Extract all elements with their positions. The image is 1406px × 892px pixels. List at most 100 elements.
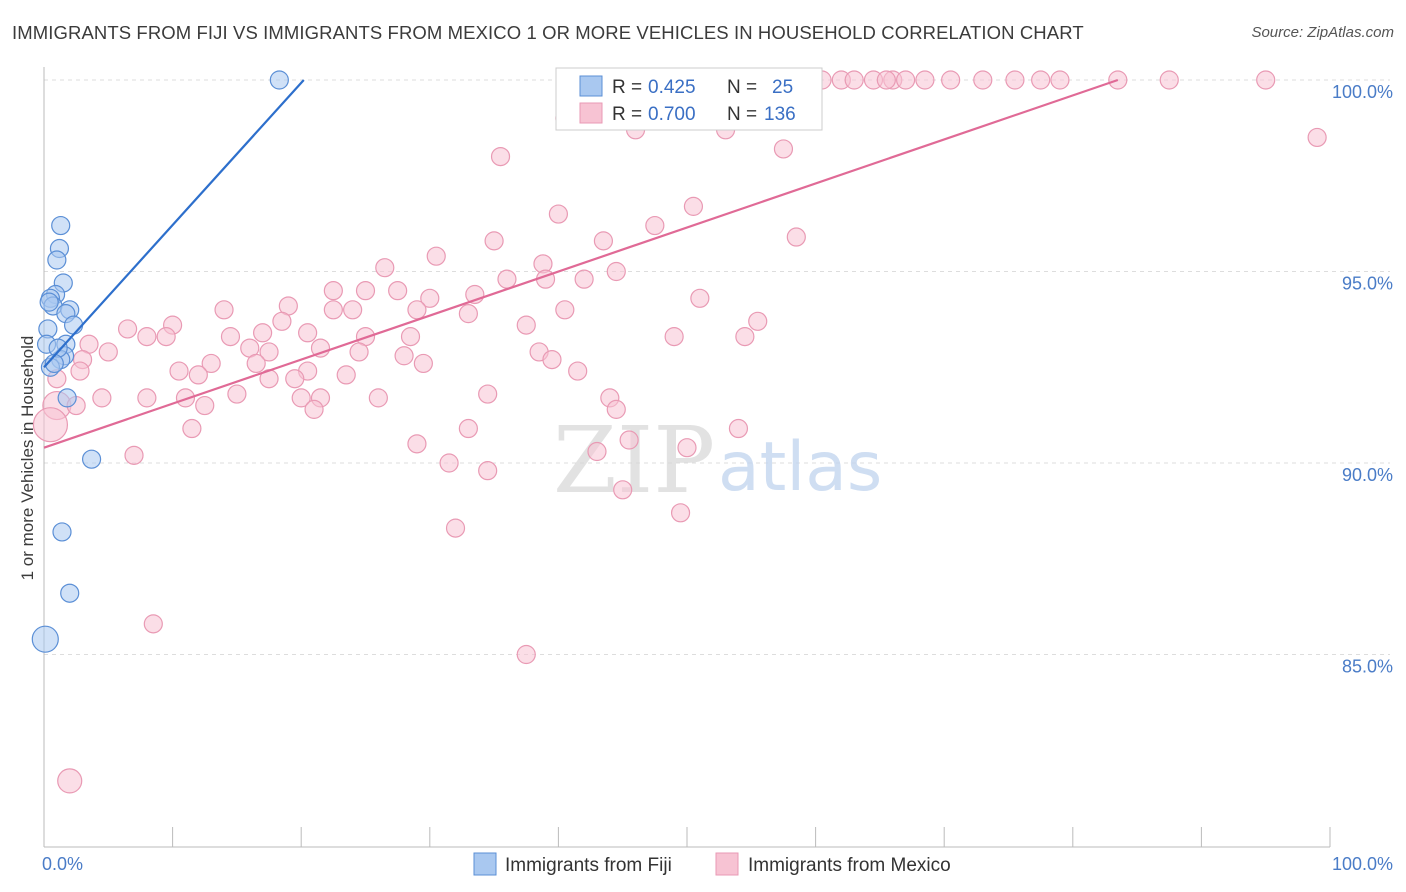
mexico-point-63 (298, 323, 318, 343)
mexico-point-95 (92, 388, 112, 408)
bottom-legend-label-mexico: Immigrants from Mexico (748, 855, 951, 876)
bottom-legend-label-fiji: Immigrants from Fiji (505, 855, 672, 876)
mexico-point-109 (728, 418, 749, 439)
mexico-point-111 (407, 434, 427, 454)
mexico-point-14 (941, 70, 961, 90)
mexico-point-36 (593, 231, 614, 251)
mexico-point-15 (973, 70, 993, 90)
mexico-point-92 (227, 384, 247, 404)
legend-r-label-fiji: R = (612, 77, 642, 98)
mexico-point-42 (574, 269, 594, 289)
gridlines (44, 79, 1390, 655)
mexico-point-60 (117, 319, 138, 339)
mexico-point-40 (497, 269, 517, 289)
watermark-atlas: atlas (718, 428, 882, 507)
mexico-point-120 (143, 614, 163, 634)
y-tick-label-95: 95.0% (1342, 274, 1393, 294)
mexico-point-39 (606, 261, 626, 282)
mexico-point-104 (32, 407, 69, 443)
mexico-point-117 (613, 480, 633, 500)
watermark: ZIP atlas (553, 407, 882, 514)
mexico-point-88 (568, 361, 588, 381)
legend-n-value-mexico: 136 (764, 104, 796, 125)
mexico-point-31 (645, 215, 665, 236)
mexico-point-27 (773, 139, 794, 159)
fiji-point-17 (57, 388, 77, 408)
y-tick-labels: 85.0% 90.0% 95.0% 100.0% (1332, 82, 1393, 677)
mexico-point-33 (786, 227, 806, 247)
y-tick-label-100: 100.0% (1332, 82, 1393, 102)
fiji-point-0 (269, 70, 289, 90)
legend-n-label-fiji: N = (727, 77, 757, 98)
mexico-point-18 (1050, 70, 1070, 90)
mexico-point-87 (336, 365, 356, 385)
mexico-point-58 (272, 311, 292, 331)
mexico-point-9 (844, 70, 864, 90)
mexico-point-101 (195, 395, 215, 416)
mexico-point-106 (606, 399, 626, 419)
bottom-legend-swatch-fiji (473, 852, 497, 876)
mexico-point-64 (137, 327, 157, 347)
mexico-point-55 (458, 304, 478, 324)
fiji-point-1 (51, 215, 71, 236)
mexico-point-22 (876, 70, 896, 90)
mexico-point-99 (478, 384, 498, 404)
fiji-point-19 (52, 522, 72, 542)
y-tick-label-85: 85.0% (1342, 657, 1393, 677)
legend-swatch-mexico (579, 102, 603, 124)
mexico-point-47 (420, 288, 440, 308)
x-tick-label-0: 0.0% (42, 854, 83, 874)
fiji-point-20 (60, 583, 80, 603)
mexico-point-78 (542, 349, 562, 370)
trend-line-mexico (43, 78, 1119, 449)
mexico-point-82 (169, 361, 189, 381)
mexico-point-45 (355, 281, 376, 301)
mexico-point-44 (323, 281, 343, 301)
trend-line-fiji (43, 79, 305, 368)
mexico-point-74 (259, 342, 279, 362)
mexico-point-54 (407, 300, 427, 320)
legend-n-label-mexico: N = (727, 104, 757, 125)
mexico-point-75 (349, 342, 369, 362)
trend-lines (43, 78, 1119, 449)
mexico-point-51 (343, 300, 363, 320)
bottom-legend-swatch-mexico (715, 852, 739, 876)
mexico-point-91 (70, 361, 90, 381)
x-ticks: 0.0% 100.0% (42, 827, 1393, 874)
mexico-point-98 (368, 388, 388, 408)
fiji-point-21 (31, 625, 59, 653)
mexico-point-80 (201, 353, 221, 374)
mexico-point-48 (690, 288, 710, 308)
mexico-point-65 (156, 327, 176, 347)
series-fiji-points (31, 70, 289, 653)
mexico-point-30 (548, 204, 569, 224)
y-axis-label: 1 or more Vehicles in Household (18, 336, 37, 581)
legend-r-label-mexico: R = (612, 104, 642, 125)
y-tick-label-90: 90.0% (1342, 465, 1393, 485)
mexico-point-59 (748, 311, 768, 331)
mexico-point-50 (323, 300, 343, 320)
mexico-point-37 (375, 258, 395, 278)
mexico-point-96 (291, 388, 311, 408)
mexico-point-35 (484, 231, 504, 251)
legend-r-value-fiji: 0.425 (648, 77, 696, 98)
mexico-point-108 (458, 418, 478, 439)
mexico-point-69 (735, 327, 755, 347)
mexico-point-73 (98, 342, 118, 362)
mexico-point-110 (619, 430, 639, 450)
series-legend: Immigrants from Fiji Immigrants from Mex… (473, 852, 951, 876)
mexico-point-94 (175, 388, 196, 408)
mexico-point-46 (388, 281, 408, 301)
mexico-point-86 (285, 369, 305, 389)
fiji-point-11 (63, 315, 84, 335)
mexico-point-107 (182, 418, 202, 439)
mexico-point-32 (683, 196, 704, 216)
mexico-point-17 (1031, 70, 1051, 90)
mexico-point-114 (124, 445, 144, 465)
chart-source: Source: ZipAtlas.com (1251, 24, 1394, 41)
mexico-point-121 (516, 644, 536, 665)
mexico-point-29 (1307, 127, 1327, 148)
mexico-point-34 (426, 246, 446, 266)
mexico-point-20 (1159, 70, 1179, 90)
